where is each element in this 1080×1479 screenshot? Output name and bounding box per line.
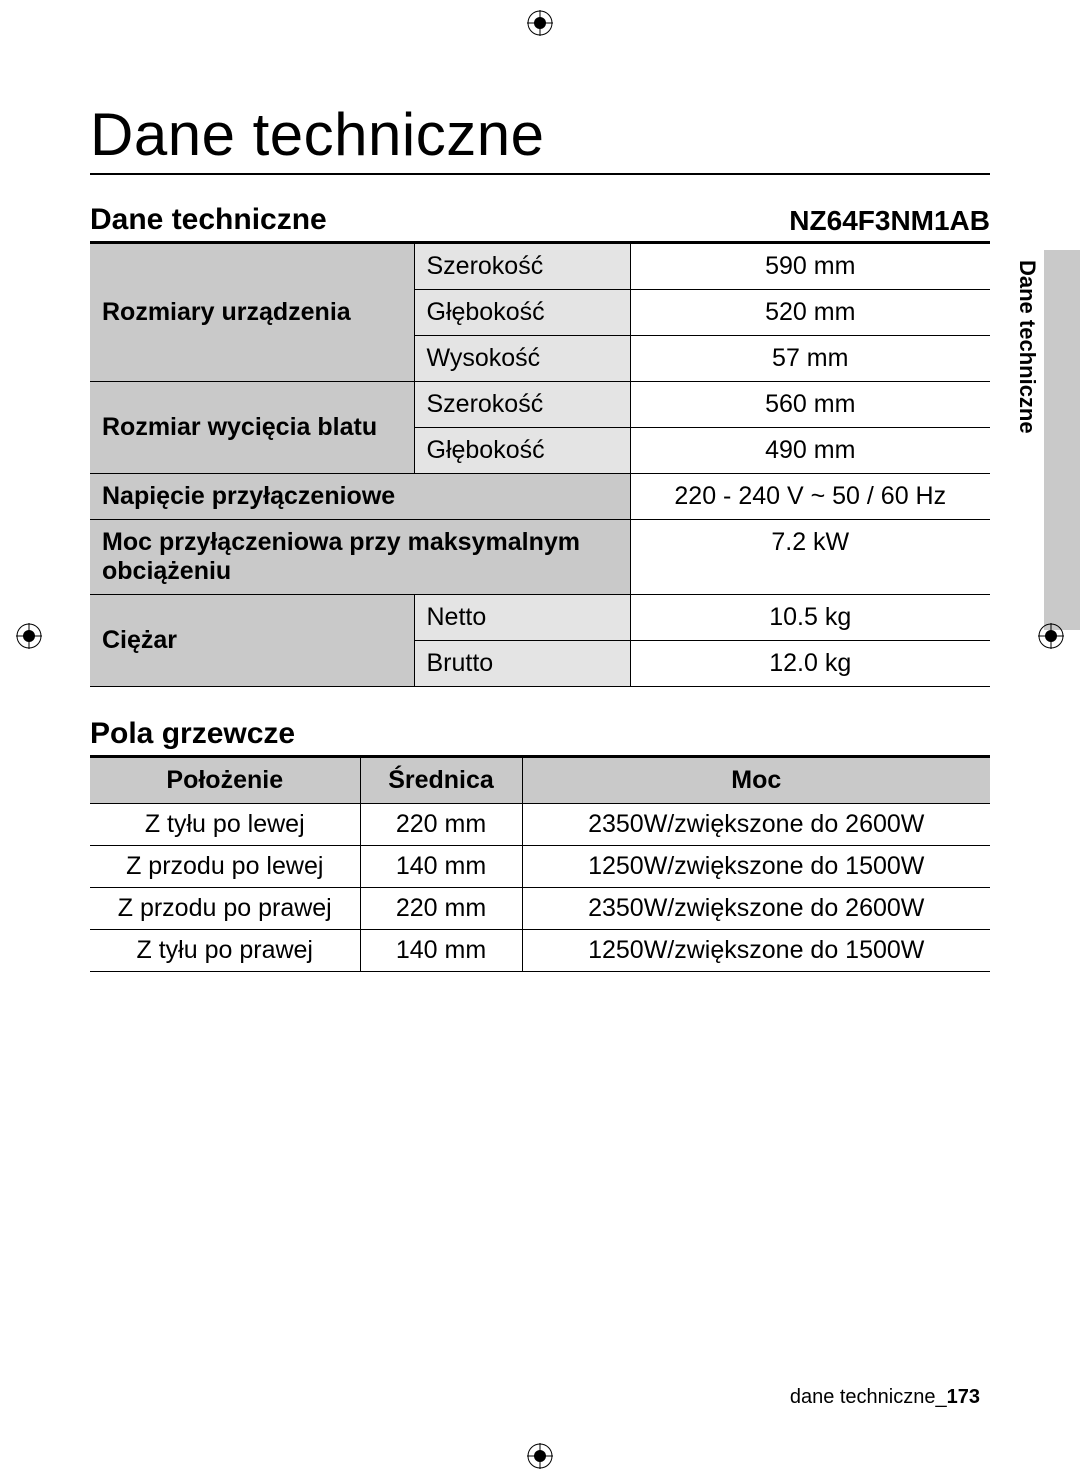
depth-value: 520 mm [630,290,990,336]
power-value: 7.2 kW [630,520,990,595]
page-content: Dane techniczne Dane techniczne NZ64F3NM… [0,0,1080,1032]
page-footer: dane techniczne_173 [790,1386,980,1409]
table-row: Ciężar Netto 10.5 kg [90,595,990,641]
table-row: Rozmiar wycięcia blatu Szerokość 560 mm [90,382,990,428]
voltage-label: Napięcie przyłączeniowe [90,474,630,520]
page-title: Dane techniczne [90,100,990,175]
spec-heading-row: Dane techniczne NZ64F3NM1AB [90,203,990,243]
zone-pos: Z tyłu po lewej [90,804,360,846]
table-row: Moc przyłączeniowa przy maksymalnym obci… [90,520,990,595]
registration-mark-icon [527,1443,553,1469]
zone-dia: 220 mm [360,888,522,930]
registration-mark-icon [527,10,553,36]
width-value: 590 mm [630,244,990,290]
table-row: Z przodu po lewej 140 mm 1250W/zwiększon… [90,846,990,888]
zones-heading: Pola grzewcze [90,717,990,757]
table-header-row: Położenie Średnica Moc [90,758,990,804]
registration-mark-icon [16,623,42,649]
zones-header-pos: Położenie [90,758,360,804]
table-row: Z tyłu po prawej 140 mm 1250W/zwiększone… [90,930,990,972]
page-number: 173 [947,1386,980,1408]
table-row: Rozmiary urządzenia Szerokość 590 mm [90,244,990,290]
table-row: Z tyłu po lewej 220 mm 2350W/zwiększone … [90,804,990,846]
spec-heading: Dane techniczne [90,203,327,237]
cutout-width-label: Szerokość [414,382,630,428]
zone-pow: 1250W/zwiększone do 1500W [522,846,990,888]
device-dims-label: Rozmiary urządzenia [90,244,414,382]
zone-pow: 1250W/zwiększone do 1500W [522,930,990,972]
zone-pos: Z przodu po prawej [90,888,360,930]
weight-net-value: 10.5 kg [630,595,990,641]
height-value: 57 mm [630,336,990,382]
weight-gross-label: Brutto [414,641,630,687]
weight-label: Ciężar [90,595,414,687]
zone-dia: 140 mm [360,930,522,972]
zone-pos: Z tyłu po prawej [90,930,360,972]
weight-gross-value: 12.0 kg [630,641,990,687]
zone-pow: 2350W/zwiększone do 2600W [522,888,990,930]
cutout-depth-value: 490 mm [630,428,990,474]
spec-table: Rozmiary urządzenia Szerokość 590 mm Głę… [90,243,990,687]
voltage-value: 220 - 240 V ~ 50 / 60 Hz [630,474,990,520]
zone-dia: 220 mm [360,804,522,846]
zones-table: Położenie Średnica Moc Z tyłu po lewej 2… [90,757,990,972]
weight-net-label: Netto [414,595,630,641]
table-row: Napięcie przyłączeniowe 220 - 240 V ~ 50… [90,474,990,520]
cutout-depth-label: Głębokość [414,428,630,474]
zones-header-dia: Średnica [360,758,522,804]
table-row: Z przodu po prawej 220 mm 2350W/zwiększo… [90,888,990,930]
registration-mark-icon [1038,623,1064,649]
zone-dia: 140 mm [360,846,522,888]
zone-pow: 2350W/zwiększone do 2600W [522,804,990,846]
footer-label: dane techniczne [790,1386,936,1408]
cutout-width-value: 560 mm [630,382,990,428]
depth-label: Głębokość [414,290,630,336]
power-label: Moc przyłączeniowa przy maksymalnym obci… [90,520,630,595]
model-number: NZ64F3NM1AB [789,205,990,237]
width-label: Szerokość [414,244,630,290]
zones-header-pow: Moc [522,758,990,804]
cutout-label: Rozmiar wycięcia blatu [90,382,414,474]
height-label: Wysokość [414,336,630,382]
zone-pos: Z przodu po lewej [90,846,360,888]
